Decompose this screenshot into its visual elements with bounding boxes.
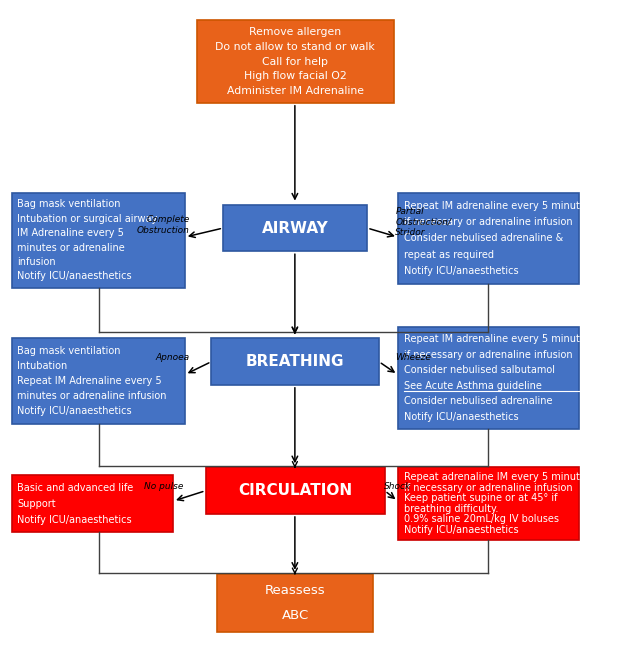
Text: Repeat IM Adrenaline every 5: Repeat IM Adrenaline every 5: [18, 376, 162, 386]
Text: repeat as required: repeat as required: [404, 249, 494, 260]
Text: Remove allergen: Remove allergen: [249, 27, 341, 37]
Text: Repeat adrenaline IM every 5 minutes: Repeat adrenaline IM every 5 minutes: [404, 472, 590, 482]
Text: Complete
Obstruction: Complete Obstruction: [137, 215, 190, 234]
Text: Administer IM Adrenaline: Administer IM Adrenaline: [227, 86, 364, 96]
FancyBboxPatch shape: [197, 20, 394, 103]
FancyBboxPatch shape: [12, 339, 185, 424]
FancyBboxPatch shape: [398, 193, 579, 284]
Text: if necessary or adrenaline infusion: if necessary or adrenaline infusion: [404, 350, 572, 359]
Text: Notify ICU/anaesthetics: Notify ICU/anaesthetics: [404, 525, 518, 535]
Text: IM Adrenaline every 5: IM Adrenaline every 5: [18, 228, 125, 238]
Text: minutes or adrenaline infusion: minutes or adrenaline infusion: [18, 391, 167, 401]
Text: BREATHING: BREATHING: [246, 354, 344, 369]
Text: Notify ICU/anaesthetics: Notify ICU/anaesthetics: [404, 266, 518, 276]
Text: Notify ICU/anaesthetics: Notify ICU/anaesthetics: [18, 514, 132, 525]
Text: if necessary or adrenaline infusion: if necessary or adrenaline infusion: [404, 217, 572, 227]
FancyBboxPatch shape: [223, 205, 367, 251]
FancyBboxPatch shape: [217, 574, 373, 632]
Text: Support: Support: [18, 499, 56, 508]
Text: See Acute Asthma guideline: See Acute Asthma guideline: [404, 381, 541, 391]
FancyBboxPatch shape: [212, 339, 379, 385]
Text: Basic and advanced life: Basic and advanced life: [18, 483, 134, 493]
Text: Repeat IM adrenaline every 5 minutes: Repeat IM adrenaline every 5 minutes: [404, 201, 590, 211]
Text: Notify ICU/anaesthetics: Notify ICU/anaesthetics: [18, 406, 132, 417]
Text: No pulse: No pulse: [145, 482, 184, 492]
Text: Bag mask ventilation: Bag mask ventilation: [18, 346, 121, 355]
Text: 0.9% saline 20mL/kg IV boluses: 0.9% saline 20mL/kg IV boluses: [404, 514, 558, 525]
FancyBboxPatch shape: [12, 193, 185, 288]
Text: Repeat IM adrenaline every 5 minutes: Repeat IM adrenaline every 5 minutes: [404, 334, 590, 344]
Text: High flow facial O2: High flow facial O2: [244, 71, 347, 81]
Text: Reassess: Reassess: [265, 585, 326, 597]
Text: breathing difficulty.: breathing difficulty.: [404, 504, 498, 514]
Text: ABC: ABC: [282, 609, 309, 622]
Text: Intubation: Intubation: [18, 361, 68, 371]
FancyBboxPatch shape: [398, 467, 579, 540]
Text: Consider nebulised adrenaline: Consider nebulised adrenaline: [404, 396, 552, 406]
Text: Consider nebulised adrenaline &: Consider nebulised adrenaline &: [404, 233, 563, 243]
Text: Bag mask ventilation: Bag mask ventilation: [18, 199, 121, 209]
Text: Intubation or surgical airway: Intubation or surgical airway: [18, 214, 158, 224]
Text: Partial
Obstruction/
Stridor: Partial Obstruction/ Stridor: [396, 207, 451, 237]
FancyBboxPatch shape: [205, 467, 385, 514]
Text: Consider nebulised salbutamol: Consider nebulised salbutamol: [404, 365, 555, 375]
Text: minutes or adrenaline: minutes or adrenaline: [18, 243, 125, 253]
FancyBboxPatch shape: [12, 475, 173, 532]
Text: Wheeze: Wheeze: [396, 353, 431, 362]
Text: Do not allow to stand or walk: Do not allow to stand or walk: [215, 42, 375, 52]
Text: Notify ICU/anaesthetics: Notify ICU/anaesthetics: [404, 411, 518, 421]
Text: if necessary or adrenaline infusion: if necessary or adrenaline infusion: [404, 483, 572, 493]
Text: Keep patient supine or at 45° if: Keep patient supine or at 45° if: [404, 493, 557, 503]
Text: infusion: infusion: [18, 257, 56, 267]
Text: AIRWAY: AIRWAY: [262, 221, 329, 236]
Text: Shock: Shock: [384, 482, 411, 492]
Text: Apnoea: Apnoea: [155, 353, 190, 362]
Text: CIRCULATION: CIRCULATION: [238, 483, 352, 498]
Text: Call for help: Call for help: [262, 57, 328, 66]
FancyBboxPatch shape: [398, 327, 579, 429]
Text: Notify ICU/anaesthetics: Notify ICU/anaesthetics: [18, 271, 132, 281]
